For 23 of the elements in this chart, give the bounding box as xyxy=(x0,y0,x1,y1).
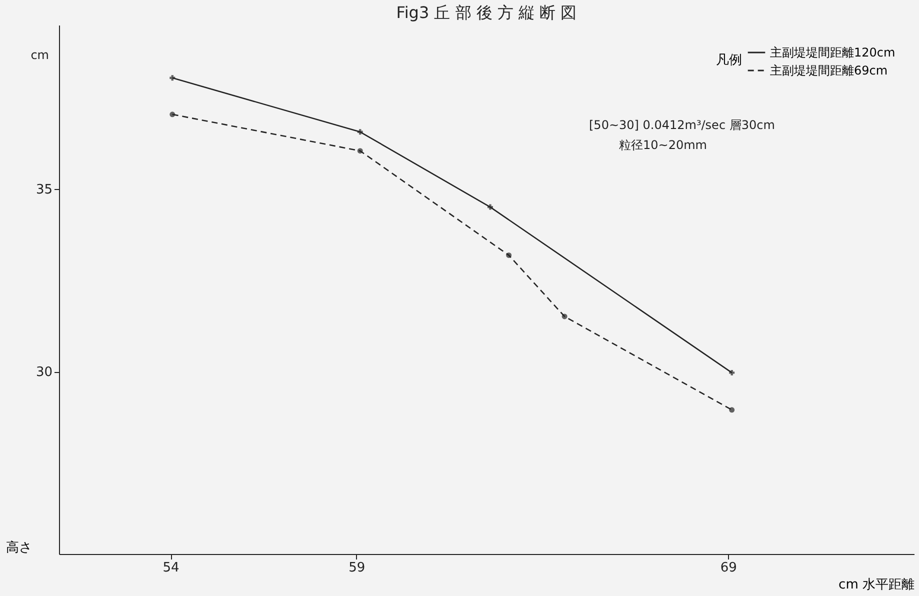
x-tick-label: 59 xyxy=(348,560,366,576)
y-tick-label: 35 xyxy=(36,182,52,198)
annotation: [50~30] 0.0412m³/sec 層30cm xyxy=(589,118,775,132)
point xyxy=(562,314,568,320)
legend-label: 主副堤堤間距離69cm xyxy=(770,64,888,78)
point xyxy=(729,407,735,413)
point xyxy=(357,129,363,135)
point xyxy=(506,252,512,258)
x-tick-label: 69 xyxy=(720,560,737,576)
point xyxy=(729,370,735,376)
point xyxy=(487,204,493,210)
y-tick-label: 30 xyxy=(36,365,52,380)
x-axis-title: cm 水平距離 xyxy=(838,578,914,592)
point xyxy=(357,148,363,154)
y-axis-title: 高さ xyxy=(6,540,32,556)
point xyxy=(170,112,176,118)
legend-title: 凡例 xyxy=(716,53,742,68)
annotation: 粒径10~20mm xyxy=(619,138,707,152)
legend-label: 主副堤堤間距離120cm xyxy=(770,46,896,60)
chart-title: Fig3 丘 部 後 方 縦 断 図 xyxy=(396,3,577,22)
x-tick-label: 54 xyxy=(162,560,180,576)
point xyxy=(170,75,176,81)
text: cm xyxy=(30,48,49,62)
